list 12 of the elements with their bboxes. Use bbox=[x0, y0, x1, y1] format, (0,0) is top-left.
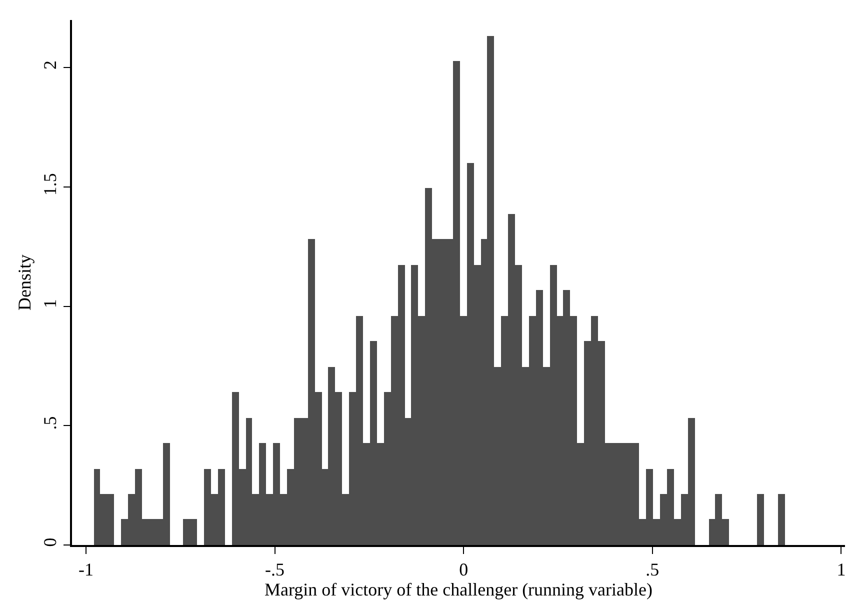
y-tick-label: 0 bbox=[40, 538, 60, 547]
x-tick-label: -.5 bbox=[265, 559, 285, 580]
x-tick-label: 1 bbox=[836, 559, 846, 580]
y-tick-label: .5 bbox=[40, 416, 60, 430]
x-tick-label: 0 bbox=[459, 559, 468, 580]
y-tick-label: 1.5 bbox=[40, 173, 60, 196]
x-tick-label: .5 bbox=[646, 559, 660, 580]
x-tick-label: -1 bbox=[78, 559, 94, 580]
y-tick-label: 2 bbox=[40, 60, 60, 70]
y-tick-label: 1 bbox=[40, 299, 60, 308]
x-axis-title: Margin of victory of the challenger (running variable) bbox=[264, 579, 653, 600]
y-axis-title: Density bbox=[14, 254, 35, 310]
